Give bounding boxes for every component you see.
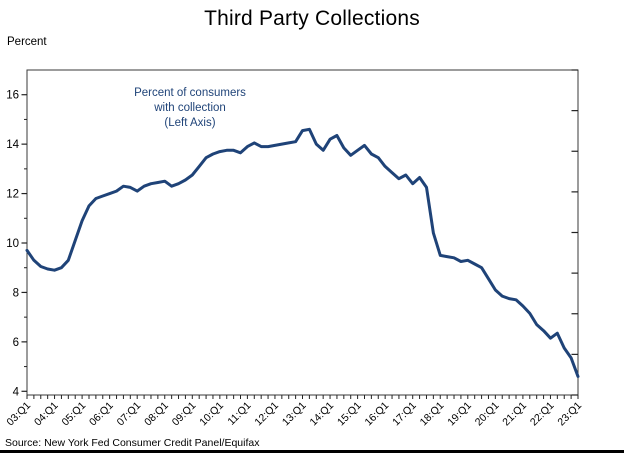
x-axis-tick-label: 03:Q1 (4, 400, 33, 429)
x-axis-tick-label: 04:Q1 (32, 400, 61, 429)
x-axis-tick-label: 20:Q1 (473, 400, 502, 429)
x-axis-tick-label: 11:Q1 (225, 400, 253, 428)
y-axis-tick-label: 8 (13, 287, 19, 299)
x-axis-tick-label: 15:Q1 (335, 400, 364, 429)
y-axis-tick-label: 16 (6, 90, 19, 102)
x-axis-tick-label: 05:Q1 (60, 400, 89, 429)
x-axis-tick-label: 13:Q1 (280, 400, 309, 429)
x-axis-tick-label: 07:Q1 (115, 400, 144, 429)
y-axis-unit-label: Percent (7, 36, 47, 48)
y-axis-tick-label: 14 (6, 139, 19, 151)
y-axis-tick-label: 6 (13, 337, 19, 349)
x-axis-tick-label: 18:Q1 (418, 400, 447, 429)
x-axis-tick-label: 09:Q1 (170, 400, 199, 429)
x-axis-tick-label: 16:Q1 (363, 400, 392, 429)
x-axis-tick-label: 12:Q1 (252, 400, 281, 429)
x-axis-tick-label: 08:Q1 (142, 400, 171, 429)
x-axis-tick-label: 23:Q1 (555, 400, 584, 429)
y-axis-tick-label: 12 (6, 189, 19, 201)
series-annotation-line-3: (Left Axis) (164, 117, 216, 129)
x-axis-tick-label: 17:Q1 (390, 400, 419, 429)
y-axis-tick-label: 10 (6, 238, 19, 250)
series-annotation-line-1: Percent of consumers (134, 87, 246, 99)
x-axis-tick-label: 14:Q1 (307, 400, 336, 429)
series-annotation: Percent of consumers with collection (Le… (110, 86, 270, 131)
series-annotation-line-2: with collection (154, 102, 226, 114)
source-note: Source: New York Fed Consumer Credit Pan… (5, 437, 260, 449)
bottom-divider (0, 450, 624, 453)
x-axis-tick-label: 22:Q1 (528, 400, 557, 429)
x-axis-tick-label: 06:Q1 (87, 400, 116, 429)
x-axis-tick-label: 21:Q1 (500, 400, 529, 429)
x-axis-tick-label: 19:Q1 (445, 400, 474, 429)
y-axis-tick-label: 4 (13, 386, 20, 398)
chart-title: Third Party Collections (204, 7, 420, 30)
data-line-percent-with-collection (25, 127, 580, 378)
x-axis-tick-label: 10:Q1 (197, 400, 226, 429)
